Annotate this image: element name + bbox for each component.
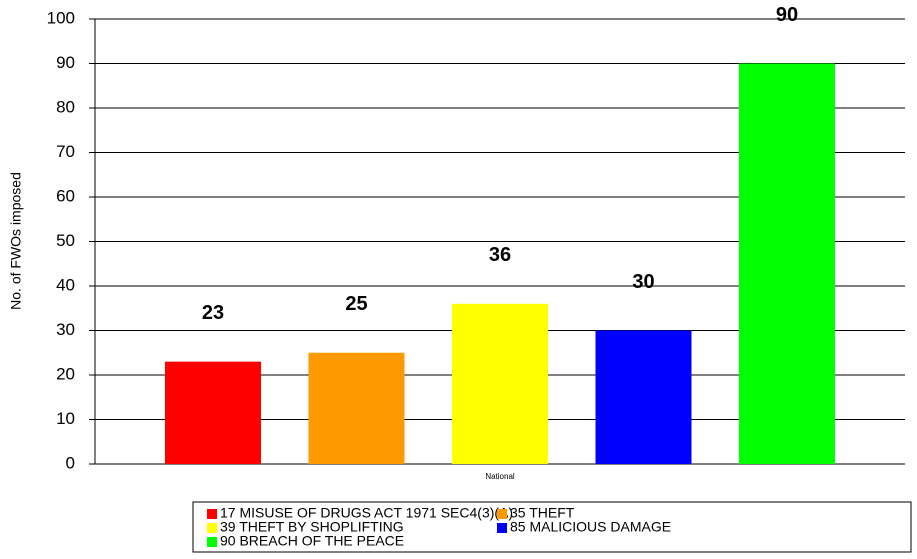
y-tick-label: 70 bbox=[56, 142, 75, 161]
y-tick-label: 20 bbox=[56, 364, 75, 383]
value-label: 25 bbox=[345, 293, 367, 315]
bar bbox=[739, 63, 835, 464]
legend-swatch bbox=[207, 523, 217, 533]
y-tick-label: 60 bbox=[56, 186, 75, 205]
legend-swatch bbox=[207, 509, 217, 519]
y-tick-label: 40 bbox=[56, 275, 75, 294]
legend-swatch bbox=[207, 537, 217, 547]
bar bbox=[308, 352, 405, 464]
y-tick-label: 90 bbox=[56, 53, 75, 72]
y-tick-label: 0 bbox=[66, 453, 75, 472]
legend-label: 90 BREACH OF THE PEACE bbox=[220, 533, 404, 549]
legend-label: 85 MALICIOUS DAMAGE bbox=[510, 519, 671, 535]
y-tick-label: 30 bbox=[56, 320, 75, 339]
value-label: 36 bbox=[489, 244, 511, 266]
legend-label: 39 THEFT BY SHOPLIFTING bbox=[220, 519, 404, 535]
value-label: 90 bbox=[776, 4, 798, 26]
legend-swatch bbox=[497, 523, 507, 533]
bar bbox=[595, 330, 692, 464]
y-axis-label: No. of FWOs imposed bbox=[8, 172, 24, 310]
bar bbox=[165, 361, 261, 464]
y-tick-label: 50 bbox=[56, 231, 75, 250]
legend-box bbox=[192, 501, 912, 553]
x-tick-label: National bbox=[485, 472, 515, 481]
legend-swatch bbox=[497, 509, 507, 519]
y-tick-label: 10 bbox=[56, 409, 75, 428]
legend-label: 17 MISUSE OF DRUGS ACT 1971 SEC4(3)(A) bbox=[220, 505, 513, 521]
y-tick-label: 80 bbox=[56, 97, 75, 116]
value-label: 23 bbox=[202, 302, 224, 324]
bar bbox=[452, 303, 548, 464]
value-label: 30 bbox=[632, 271, 654, 293]
y-tick-label: 100 bbox=[47, 8, 75, 27]
legend-label: 35 THEFT bbox=[510, 505, 575, 521]
